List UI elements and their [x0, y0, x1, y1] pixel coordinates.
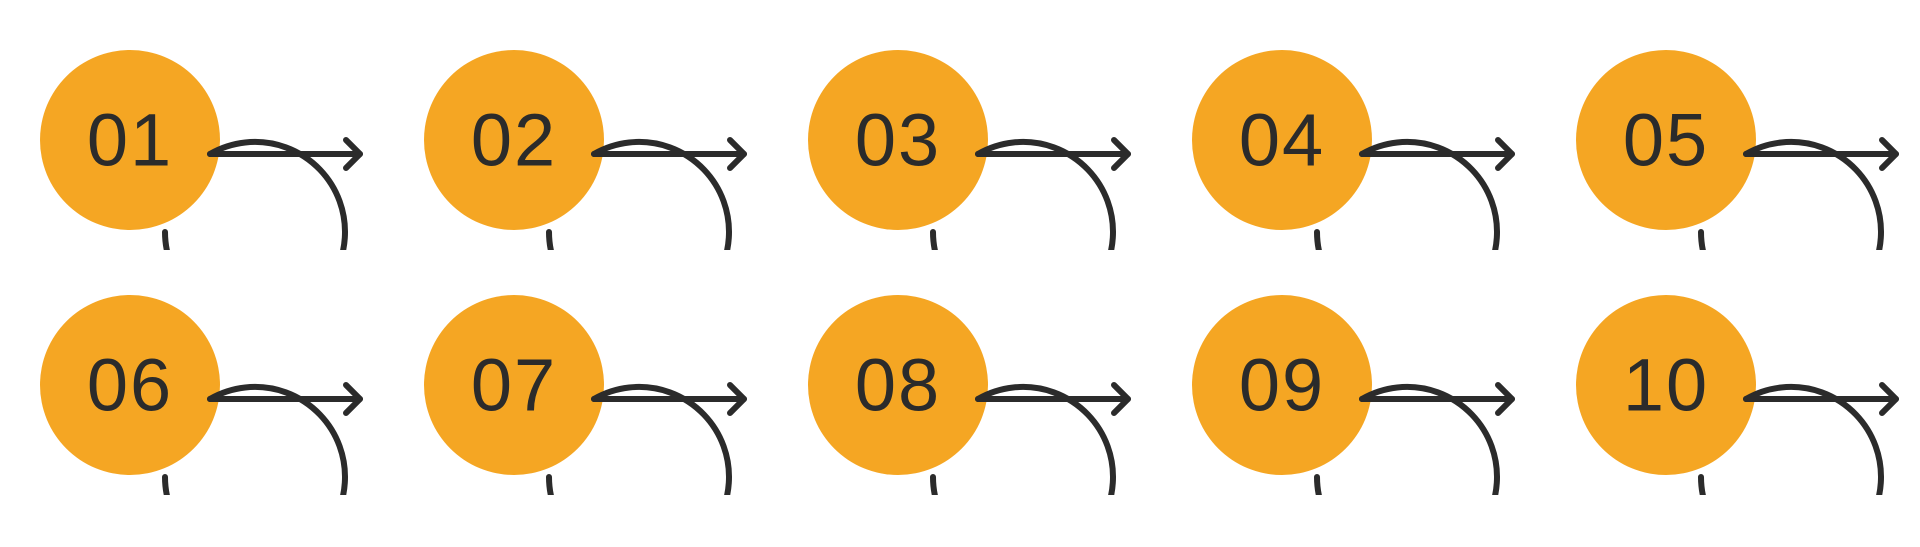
step-badge: 05 [1576, 50, 1756, 230]
step-number: 06 [87, 343, 173, 428]
step-badge: 06 [40, 295, 220, 475]
step-number: 04 [1239, 98, 1325, 183]
step-number: 10 [1623, 343, 1709, 428]
step-badge: 07 [424, 295, 604, 475]
step-number: 03 [855, 98, 941, 183]
step-number: 09 [1239, 343, 1325, 428]
step-badge: 02 [424, 50, 604, 230]
step-badge: 01 [40, 50, 220, 230]
step-badge: 04 [1192, 50, 1372, 230]
step-badge: 08 [808, 295, 988, 475]
step-number: 02 [471, 98, 557, 183]
step-number: 08 [855, 343, 941, 428]
step-number: 07 [471, 343, 557, 428]
step-number: 01 [87, 98, 173, 183]
step-badge: 03 [808, 50, 988, 230]
infographic-canvas: 01 02 03 04 05 06 07 08 09 10 [0, 0, 1920, 547]
step-number: 05 [1623, 98, 1709, 183]
step-badge: 09 [1192, 295, 1372, 475]
step-badge: 10 [1576, 295, 1756, 475]
